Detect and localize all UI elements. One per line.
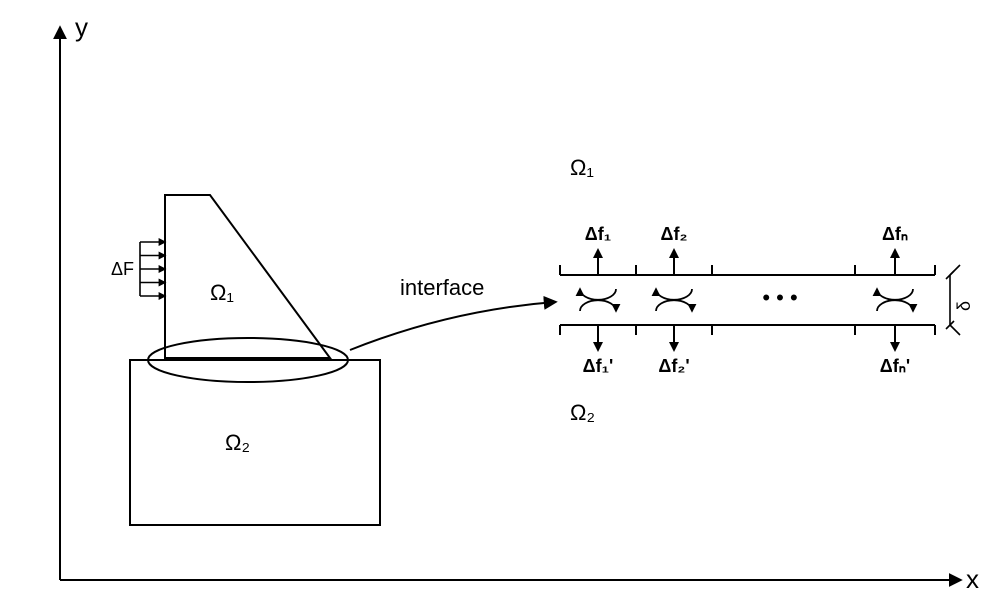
moment-arc-bot: [580, 300, 616, 311]
force-label-top: Δfₙ: [882, 224, 908, 244]
delta-label: δ: [954, 301, 974, 311]
omega1-domain: [165, 195, 330, 358]
force-label-bot: Δfₙ': [880, 356, 910, 376]
omega2-label: Ω₂: [225, 430, 250, 455]
moment-arc-bot: [656, 300, 692, 311]
diagram-canvas: y x ΔF Ω₁ Ω₂ interface Ω₁ Ω₂ • • • Δf₁ Δf₁' Δf₂ Δf₂'…: [0, 0, 1000, 604]
interface-label: interface: [400, 275, 484, 300]
moment-arc-top: [580, 289, 616, 300]
force-label-bot: Δf₂': [658, 356, 689, 376]
y-axis-label: y: [75, 12, 88, 42]
x-axis-label: x: [966, 564, 979, 594]
force-label-bot: Δf₁': [583, 356, 614, 376]
interface-pointer: [350, 302, 555, 350]
moment-arc-bot: [877, 300, 913, 311]
omega1-label: Ω₁: [210, 280, 234, 305]
force-label-top: Δf₁: [585, 224, 611, 244]
load-label: ΔF: [111, 259, 134, 279]
omega1-detail-label: Ω₁: [570, 155, 594, 180]
ellipsis-dots: • • •: [762, 285, 797, 310]
moment-arc-top: [656, 289, 692, 300]
omega2-detail-label: Ω₂: [570, 400, 595, 425]
omega2-domain: [130, 360, 380, 525]
force-label-top: Δf₂: [661, 224, 688, 244]
moment-arc-top: [877, 289, 913, 300]
